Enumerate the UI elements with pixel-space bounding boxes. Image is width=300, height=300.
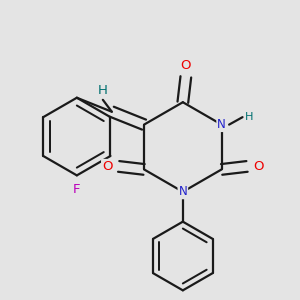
Text: N: N — [217, 118, 226, 131]
Text: H: H — [98, 84, 108, 97]
Text: O: O — [181, 59, 191, 72]
Text: N: N — [178, 185, 187, 198]
Text: O: O — [102, 160, 112, 173]
Text: O: O — [253, 160, 264, 173]
Text: H: H — [245, 112, 254, 122]
Text: F: F — [73, 183, 81, 196]
